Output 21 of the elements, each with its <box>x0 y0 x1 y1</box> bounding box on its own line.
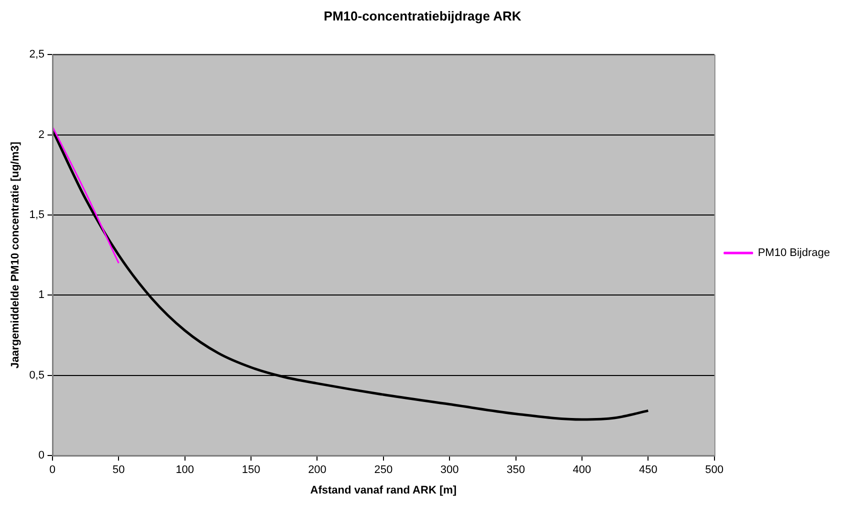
y-tick-label: 2 <box>38 128 44 141</box>
x-tick-label: 150 <box>242 464 260 476</box>
x-tick-label: 350 <box>506 464 525 476</box>
x-tick-label: 500 <box>705 464 724 476</box>
x-tick-label: 400 <box>572 464 592 476</box>
y-tick-label: 0 <box>38 450 44 462</box>
legend-label: PM10 Bijdrage <box>758 247 830 260</box>
x-tick-label: 100 <box>176 464 194 476</box>
chart-title: PM10-concentratiebijdrage ARK <box>324 8 522 24</box>
y-tick-label: 1 <box>38 289 44 302</box>
x-tick-label: 250 <box>374 464 393 476</box>
x-tick-label: 0 <box>49 464 56 476</box>
y-axis-title: Jaargemiddelde PM10 concentratie [ug/m3] <box>10 141 22 368</box>
x-axis-title: Afstand vanaf rand ARK [m] <box>310 484 457 496</box>
y-tick-label: 0,5 <box>29 369 44 382</box>
y-tick-label: 2,5 <box>29 48 44 61</box>
x-tick-label: 200 <box>308 464 326 476</box>
x-tick-label: 50 <box>112 464 125 476</box>
y-tick-label: 1,5 <box>29 209 44 222</box>
x-tick-label: 300 <box>440 464 459 476</box>
x-tick-label: 450 <box>638 464 658 476</box>
